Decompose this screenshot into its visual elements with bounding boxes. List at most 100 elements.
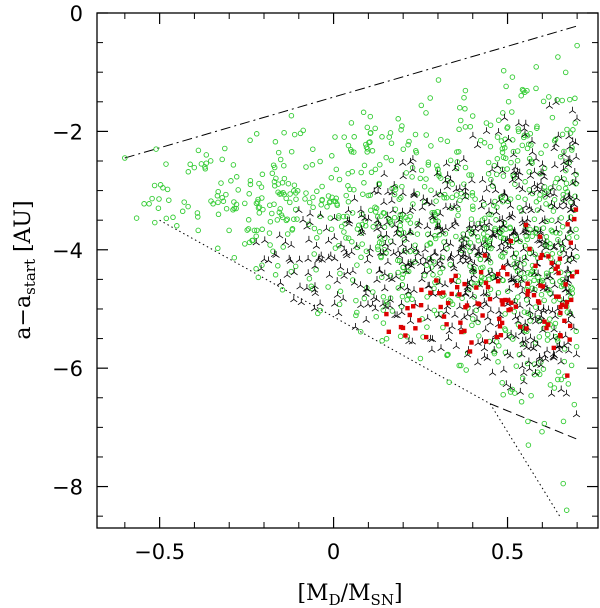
black-tripod-point <box>350 278 359 286</box>
green-circle-point <box>565 381 572 387</box>
green-circle-point <box>528 392 534 399</box>
green-circle-point <box>468 216 475 222</box>
green-circle-point <box>358 230 364 236</box>
green-circle-point <box>514 236 520 243</box>
black-tripod-point <box>252 238 260 246</box>
green-circle-point <box>549 217 555 224</box>
black-tripod-point <box>296 282 304 290</box>
red-square-point <box>538 283 543 288</box>
green-circle-point <box>367 207 374 214</box>
green-circle-point <box>502 155 509 161</box>
green-circle-point <box>291 216 297 222</box>
green-circle-point <box>245 226 252 232</box>
green-circle-point <box>273 175 279 182</box>
black-tripod-point <box>568 311 576 319</box>
black-tripod-point <box>516 256 524 264</box>
black-tripod-point <box>442 202 450 210</box>
black-tripod-point <box>534 269 542 277</box>
red-square-point <box>464 303 470 308</box>
black-tripod-point <box>441 176 450 184</box>
black-tripod-point <box>549 183 557 191</box>
black-tripod-point <box>458 234 466 242</box>
black-tripod-point <box>538 160 547 168</box>
black-tripod-point <box>365 250 374 258</box>
red-square-point <box>525 288 531 294</box>
black-tripod-point <box>478 195 487 203</box>
green-circle-point <box>387 272 394 279</box>
green-circle-point <box>502 136 508 143</box>
green-circle-point <box>418 167 425 174</box>
black-tripod-point <box>427 254 435 262</box>
black-tripod-point <box>382 302 390 310</box>
green-circle-point <box>486 238 493 245</box>
green-circle-point <box>527 226 533 233</box>
green-circle-point <box>373 313 379 320</box>
green-circle-point <box>395 257 401 264</box>
black-tripod-point <box>316 299 324 307</box>
green-circle-point <box>481 201 487 208</box>
green-circle-point <box>230 162 237 168</box>
green-circle-point <box>466 172 472 178</box>
black-tripod-point <box>444 334 453 342</box>
green-circle-point <box>543 234 550 240</box>
red-square-point <box>538 255 543 260</box>
black-tripod-point <box>420 267 429 275</box>
green-circle-point <box>279 179 286 186</box>
green-circle-point <box>515 194 522 201</box>
axis-tick-labels: −0.5 0 0.5 0 −2 −4 −6 −8 <box>52 2 524 564</box>
green-circle-point <box>543 201 549 207</box>
black-tripod-point <box>550 144 558 152</box>
green-circle-point <box>328 175 335 181</box>
black-tripod-point <box>550 190 558 197</box>
black-tripod-point <box>459 240 467 248</box>
red-square-point <box>441 290 446 295</box>
green-circle-point <box>372 204 378 210</box>
red-square-point <box>540 284 545 289</box>
black-tripod-point <box>557 357 565 365</box>
green-circle-point <box>522 89 528 95</box>
black-tripod-point <box>461 188 470 196</box>
black-tripod-point <box>508 210 517 218</box>
green-circle-point <box>412 242 418 248</box>
black-tripod-point <box>572 153 580 160</box>
red-square-point <box>562 318 567 323</box>
black-tripod-point <box>534 340 542 348</box>
green-circle-point <box>386 134 392 140</box>
green-circle-point <box>521 254 528 261</box>
green-circle-point <box>285 180 292 187</box>
green-circle-point <box>381 210 388 216</box>
green-circle-point <box>540 98 547 105</box>
green-circle-point <box>477 256 484 263</box>
green-circle-point <box>417 175 424 182</box>
green-circle-point <box>480 231 487 237</box>
green-circle-point <box>432 233 438 239</box>
black-tripod-point <box>452 219 460 227</box>
red-square-point <box>428 290 433 295</box>
black-tripod-point <box>550 351 559 359</box>
red-square-point <box>497 324 503 329</box>
red-square-point <box>572 216 577 222</box>
green-circle-point <box>503 83 509 90</box>
black-tripod-point <box>386 295 394 303</box>
black-tripod-point <box>506 201 515 209</box>
green-circle-point <box>379 134 385 140</box>
green-circle-point <box>275 149 282 156</box>
green-circle-point <box>491 350 498 357</box>
black-tripod-point <box>456 257 464 265</box>
green-circle-point <box>539 277 546 284</box>
black-tripod-point <box>547 389 556 397</box>
black-tripod-point <box>381 269 389 277</box>
green-circle-point <box>341 134 347 140</box>
black-tripod-point <box>402 266 410 274</box>
green-circle-point <box>314 188 320 195</box>
black-tripod-point <box>483 354 491 361</box>
green-circle-point <box>278 212 285 218</box>
black-tripod-point <box>428 199 436 207</box>
black-tripod-point <box>371 304 379 312</box>
black-tripod-point <box>498 215 506 223</box>
black-tripod-point <box>422 198 431 205</box>
black-tripod-point <box>518 287 526 295</box>
red-square-point <box>563 304 569 309</box>
black-tripod-point <box>534 305 543 313</box>
green-circle-point <box>487 259 494 266</box>
